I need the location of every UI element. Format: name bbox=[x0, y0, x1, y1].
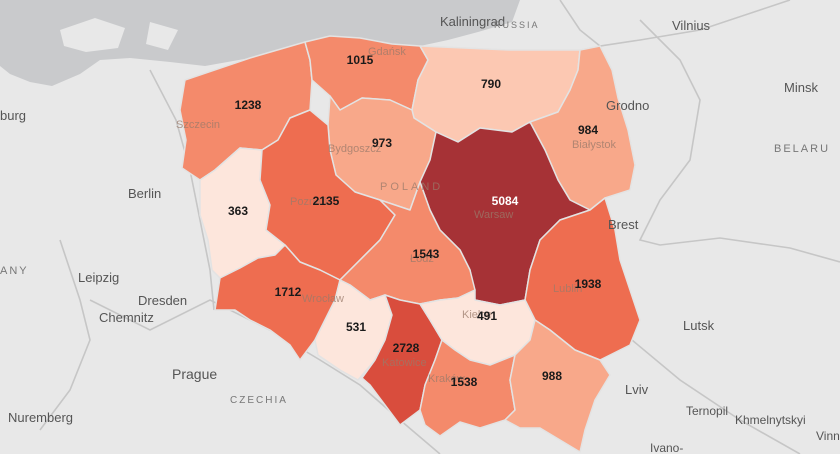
count-slaskie: 2728 bbox=[393, 341, 420, 355]
label-bydgoszcz: Bydgoszcz bbox=[328, 143, 381, 155]
count-dolnoslaskie: 1712 bbox=[275, 285, 302, 299]
count-mazowieckie: 5084 bbox=[492, 194, 519, 208]
border-germany bbox=[149, 69, 215, 311]
border-ukraine bbox=[619, 329, 801, 454]
label-katowice: Katowice bbox=[382, 357, 427, 369]
label-grodno: Grodno bbox=[606, 98, 649, 113]
label-russia: RUSSIA bbox=[494, 20, 540, 30]
border-belarus bbox=[638, 19, 840, 263]
count-swietokrzyskie: 491 bbox=[477, 309, 497, 323]
label-vinn: Vinn bbox=[816, 429, 840, 443]
label-leipzig: Leipzig bbox=[78, 270, 119, 285]
label-wroclaw: Wrocław bbox=[302, 293, 344, 305]
count-lubelskie: 1938 bbox=[575, 277, 602, 291]
count-malopolskie: 1538 bbox=[451, 375, 478, 389]
label-gdansk: Gdańsk bbox=[368, 46, 406, 58]
region-malopolskie[interactable] bbox=[419, 339, 516, 437]
label-szczecin: Szczecin bbox=[176, 119, 220, 131]
count-zachodniopomorskie: 1238 bbox=[235, 98, 262, 112]
count-kujawsko-pomorskie: 973 bbox=[372, 136, 392, 150]
label-kaliningrad: Kaliningrad bbox=[440, 14, 505, 29]
label-burg: burg bbox=[0, 108, 26, 123]
label-czechia: CZECHIA bbox=[230, 395, 288, 406]
label-ternopil: Ternopil bbox=[686, 404, 728, 418]
label-poznan: Poznań bbox=[290, 196, 327, 208]
label-chemnitz: Chemnitz bbox=[99, 310, 154, 325]
inner-place-labels: Gdańsk Szczecin Bydgoszcz POLAND Warsaw … bbox=[176, 46, 617, 385]
baltic-sea bbox=[0, 0, 520, 86]
label-belarus: BELARU bbox=[774, 143, 830, 155]
label-prague: Prague bbox=[172, 366, 217, 382]
count-opolskie: 531 bbox=[346, 320, 366, 334]
region-counts: 1238 1015 790 984 973 363 2135 5084 1543… bbox=[228, 53, 602, 389]
label-warsaw: Warsaw bbox=[474, 209, 513, 221]
outer-place-labels: Kaliningrad RUSSIA Vilnius Minsk BELARU … bbox=[0, 14, 840, 454]
count-pomorskie: 1015 bbox=[347, 53, 374, 67]
label-minsk: Minsk bbox=[784, 80, 818, 95]
label-ivano: Ivano- bbox=[650, 441, 683, 454]
count-podlaskie: 984 bbox=[578, 123, 598, 137]
label-brest: Brest bbox=[608, 217, 639, 232]
label-krakow: Kraków bbox=[428, 373, 465, 385]
count-lodzkie: 1543 bbox=[413, 247, 440, 261]
label-lodz: Łódź bbox=[410, 253, 434, 265]
count-wielkopolskie: 2135 bbox=[313, 194, 340, 208]
label-lviv: Lviv bbox=[625, 382, 649, 397]
label-germany: ANY bbox=[0, 265, 29, 277]
label-nuremberg: Nuremberg bbox=[8, 410, 73, 425]
label-kielce: Kielce bbox=[462, 309, 492, 321]
label-dresden: Dresden bbox=[138, 293, 187, 308]
border-czech-west bbox=[39, 239, 91, 431]
border-lithuania bbox=[559, 0, 791, 47]
label-khmelnytskyi: Khmelnytskyi bbox=[735, 413, 806, 427]
label-poland: POLAND bbox=[380, 181, 443, 193]
count-podkarpackie: 988 bbox=[542, 369, 562, 383]
voivodeships bbox=[179, 35, 641, 453]
label-lutsk: Lutsk bbox=[683, 318, 715, 333]
label-bialystok: Białystok bbox=[572, 139, 617, 151]
coast-detail bbox=[60, 18, 178, 52]
label-lublin: Lublin bbox=[553, 283, 582, 295]
region-podkarpackie[interactable] bbox=[504, 319, 611, 453]
count-lubuskie: 363 bbox=[228, 204, 248, 218]
label-vilnius: Vilnius bbox=[672, 18, 711, 33]
count-warminsko-mazurskie: 790 bbox=[481, 77, 501, 91]
label-berlin: Berlin bbox=[128, 186, 161, 201]
